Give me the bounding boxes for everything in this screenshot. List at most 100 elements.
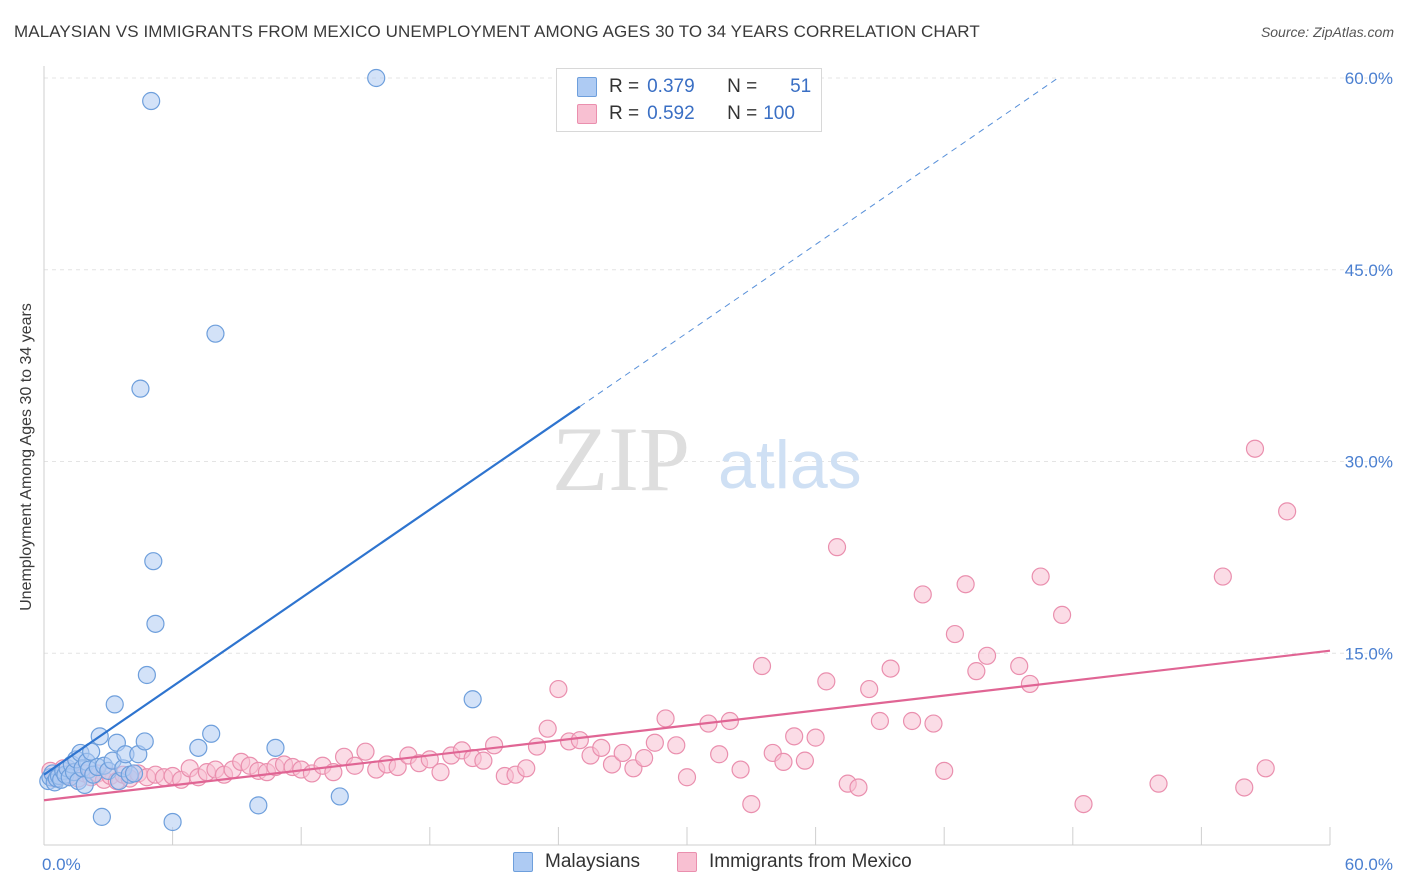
malaysians-point bbox=[266, 738, 285, 757]
mexico-point bbox=[902, 711, 922, 731]
legend-r-label: R = bbox=[609, 76, 640, 97]
mexico-point bbox=[860, 679, 879, 699]
mexico-point bbox=[849, 778, 868, 797]
mexico-point bbox=[1031, 567, 1050, 586]
malaysians-point bbox=[463, 690, 482, 709]
watermark-zip: ZIP bbox=[552, 408, 690, 510]
legend-item-mexico[interactable]: Immigrants from Mexico bbox=[677, 851, 912, 873]
mexico-point bbox=[742, 794, 761, 814]
gridlines bbox=[44, 77, 1392, 654]
malaysians-point bbox=[189, 738, 208, 757]
mexico-point bbox=[1213, 567, 1232, 586]
mexico-point bbox=[956, 575, 975, 594]
trend-line-malaysians bbox=[43, 405, 581, 776]
malaysians-point bbox=[124, 764, 144, 783]
x-tick-label: 0.0% bbox=[42, 855, 81, 874]
correlation-legend: R = 0.379 N = 51 R = 0.592 N = 100 bbox=[556, 68, 822, 132]
y-tick-label: 30.0% bbox=[1345, 453, 1393, 472]
mexico-point bbox=[1074, 794, 1093, 814]
legend-label-mexico: Immigrants from Mexico bbox=[709, 851, 912, 872]
legend-n-value: 51 bbox=[790, 76, 812, 97]
x-tick-label: 60.0% bbox=[1345, 855, 1393, 874]
legend-swatch-malaysians bbox=[513, 852, 533, 872]
trend-lines bbox=[43, 77, 1331, 802]
legend-r-value: 0.592 bbox=[647, 103, 695, 124]
trend-line-malaysians-extension bbox=[579, 77, 1059, 407]
mexico-point bbox=[613, 743, 632, 763]
legend-row-mexico: R = 0.592 N = 100 bbox=[577, 101, 795, 127]
mexico-point bbox=[795, 751, 814, 770]
malaysians-point bbox=[146, 614, 165, 633]
mexico-point bbox=[977, 646, 997, 665]
y-tick-label: 60.0% bbox=[1345, 69, 1393, 88]
mexico-point bbox=[1149, 774, 1168, 793]
y-tick-label: 45.0% bbox=[1345, 261, 1393, 280]
malaysians-point bbox=[367, 68, 386, 88]
axes bbox=[43, 66, 1331, 846]
mexico-point bbox=[474, 751, 493, 770]
series-legend: Malaysians Immigrants from Mexico bbox=[0, 851, 1406, 877]
mexico-point bbox=[945, 624, 965, 644]
watermark: ZIP atlas bbox=[552, 408, 862, 510]
mexico-point bbox=[710, 745, 729, 764]
legend-row-malaysians: R = 0.379 N = 51 bbox=[577, 74, 811, 100]
legend-label-malaysians: Malaysians bbox=[545, 851, 641, 872]
source-label: Source: ZipAtlas.com bbox=[1260, 24, 1394, 40]
mexico-point bbox=[517, 759, 536, 778]
malaysians-point bbox=[135, 732, 154, 751]
mexico-point bbox=[527, 737, 547, 756]
legend-swatch-malaysians bbox=[577, 77, 597, 97]
mexico-point bbox=[570, 731, 589, 750]
mexico-point bbox=[817, 672, 836, 691]
legend-item-malaysians[interactable]: Malaysians bbox=[513, 851, 640, 873]
tick-labels: 15.0% 30.0% 45.0% 60.0% 0.0% 60.0% bbox=[42, 69, 1393, 874]
mexico-point bbox=[431, 763, 450, 782]
legend-n-label: N = bbox=[727, 76, 758, 97]
y-tick-label: 15.0% bbox=[1345, 644, 1393, 663]
legend-r-label: R = bbox=[609, 103, 640, 124]
mexico-point bbox=[731, 760, 750, 779]
mexico-point bbox=[1235, 778, 1254, 797]
legend-r-value: 0.379 bbox=[647, 76, 695, 97]
mexico-point bbox=[827, 538, 847, 557]
series-immigrants-from-mexico-points bbox=[41, 439, 1297, 814]
mexico-point bbox=[881, 659, 900, 678]
mexico-point bbox=[656, 709, 675, 728]
legend-n-value: 100 bbox=[763, 103, 795, 124]
mexico-point bbox=[1245, 439, 1265, 458]
mexico-point bbox=[1256, 759, 1275, 778]
malaysians-point bbox=[249, 796, 268, 815]
mexico-point bbox=[485, 736, 504, 755]
mexico-point bbox=[752, 656, 772, 676]
mexico-point bbox=[602, 755, 622, 774]
mexico-point bbox=[592, 738, 611, 757]
malaysians-point bbox=[92, 807, 111, 826]
mexico-point bbox=[913, 585, 932, 604]
mexico-point bbox=[356, 742, 375, 761]
mexico-point bbox=[935, 761, 954, 780]
series-malaysians-points bbox=[39, 68, 482, 832]
mexico-point bbox=[677, 768, 697, 787]
watermark-atlas: atlas bbox=[718, 427, 862, 503]
trend-line-mexico bbox=[43, 649, 1331, 802]
malaysians-point bbox=[144, 552, 163, 571]
mexico-point bbox=[645, 733, 664, 752]
malaysians-point bbox=[131, 379, 150, 398]
malaysians-point bbox=[163, 812, 182, 832]
mexico-point bbox=[1052, 605, 1072, 625]
mexico-point bbox=[538, 719, 557, 738]
malaysians-point bbox=[105, 695, 124, 714]
malaysians-point bbox=[137, 665, 156, 685]
mexico-point bbox=[967, 662, 986, 681]
mexico-point bbox=[1278, 502, 1297, 521]
legend-swatch-mexico bbox=[677, 852, 697, 872]
malaysians-point bbox=[330, 787, 349, 806]
malaysians-point bbox=[206, 324, 225, 343]
mexico-point bbox=[870, 711, 890, 731]
mexico-point bbox=[924, 714, 943, 733]
legend-n-label: N = bbox=[727, 103, 758, 124]
mexico-point bbox=[806, 728, 825, 747]
mexico-point bbox=[785, 727, 804, 746]
malaysians-point bbox=[142, 91, 161, 111]
